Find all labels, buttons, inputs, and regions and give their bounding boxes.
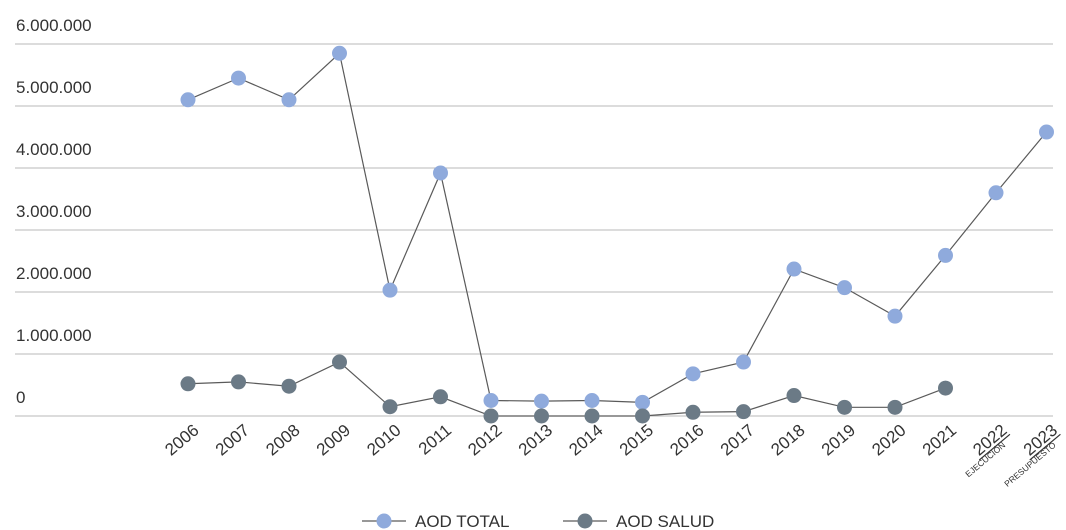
data-point xyxy=(281,92,297,108)
data-point xyxy=(685,404,701,420)
data-point xyxy=(685,366,701,382)
y-tick-label: 3.000.000 xyxy=(16,202,92,221)
data-point xyxy=(887,399,903,415)
data-point xyxy=(534,393,549,409)
y-tick-label: 0 xyxy=(16,388,25,407)
x-tick-label: 2019 xyxy=(818,421,859,460)
y-tick-label: 1.000.000 xyxy=(16,326,92,345)
y-tick-label: 2.000.000 xyxy=(16,264,92,283)
x-tick-underline xyxy=(1029,433,1061,461)
x-tick-label: 2013 xyxy=(515,421,556,460)
legend-label: AOD TOTAL xyxy=(415,512,509,530)
x-tick-label: 2018 xyxy=(767,421,808,460)
data-point xyxy=(231,70,246,86)
data-point xyxy=(382,399,398,415)
data-point xyxy=(534,408,549,424)
data-point xyxy=(635,408,650,424)
data-point xyxy=(231,374,246,390)
data-point xyxy=(736,404,751,420)
x-tick-label: 2020 xyxy=(868,421,909,460)
data-point xyxy=(382,282,398,298)
series-lines xyxy=(187,52,1047,417)
data-point xyxy=(786,388,802,404)
y-axis-tick-labels: 0 1.000.000 2.000.000 3.000.000 4.000.000 5.0… xyxy=(16,16,92,407)
x-tick-label: 2006 xyxy=(161,421,202,460)
data-point xyxy=(180,376,196,392)
data-point xyxy=(1039,124,1054,140)
series-line xyxy=(187,52,1047,403)
data-point xyxy=(332,45,347,61)
legend: AOD TOTAL AOD SALUD xyxy=(362,512,714,530)
data-point xyxy=(433,389,448,405)
legend-label: AOD SALUD xyxy=(616,512,714,530)
x-tick-underline xyxy=(978,433,1011,461)
data-point xyxy=(281,378,297,394)
x-tick-label: 2010 xyxy=(363,421,404,460)
data-point xyxy=(483,393,499,408)
x-tick-label: 2015 xyxy=(616,421,657,460)
x-tick-label: 2021 xyxy=(919,421,960,460)
series-points xyxy=(180,45,1054,424)
x-tick-label: 2012 xyxy=(464,421,505,460)
legend-marker xyxy=(376,513,392,529)
x-axis-tick-labels: 2006 2007 2008 2009 2010 2011 2012 2013 2014 2015… xyxy=(161,421,1061,489)
data-point xyxy=(887,308,903,324)
data-point xyxy=(988,185,1004,201)
x-tick-label: 2009 xyxy=(313,421,354,460)
data-point xyxy=(433,165,448,181)
y-tick-label: 6.000.000 xyxy=(16,16,92,35)
data-point xyxy=(635,394,650,410)
gridlines xyxy=(15,43,1053,417)
data-point xyxy=(332,354,347,370)
data-point xyxy=(736,354,751,370)
data-point xyxy=(584,408,600,424)
x-tick-label: 2016 xyxy=(666,421,707,460)
series-line xyxy=(187,361,946,417)
data-point xyxy=(483,408,499,424)
data-point xyxy=(837,399,852,415)
x-tick-label: 2017 xyxy=(717,421,758,460)
x-tick-label: 2008 xyxy=(262,421,303,460)
y-tick-label: 4.000.000 xyxy=(16,140,92,159)
x-tick-label: 2007 xyxy=(212,421,253,460)
x-tick-label: 2011 xyxy=(415,421,455,459)
data-point xyxy=(837,280,852,296)
data-point xyxy=(938,380,953,396)
data-point xyxy=(584,393,600,408)
legend-marker xyxy=(577,513,593,529)
data-point xyxy=(180,92,196,108)
data-point xyxy=(938,247,953,263)
data-point xyxy=(786,261,802,277)
x-tick-label: 2014 xyxy=(565,421,606,460)
y-tick-label: 5.000.000 xyxy=(16,78,92,97)
